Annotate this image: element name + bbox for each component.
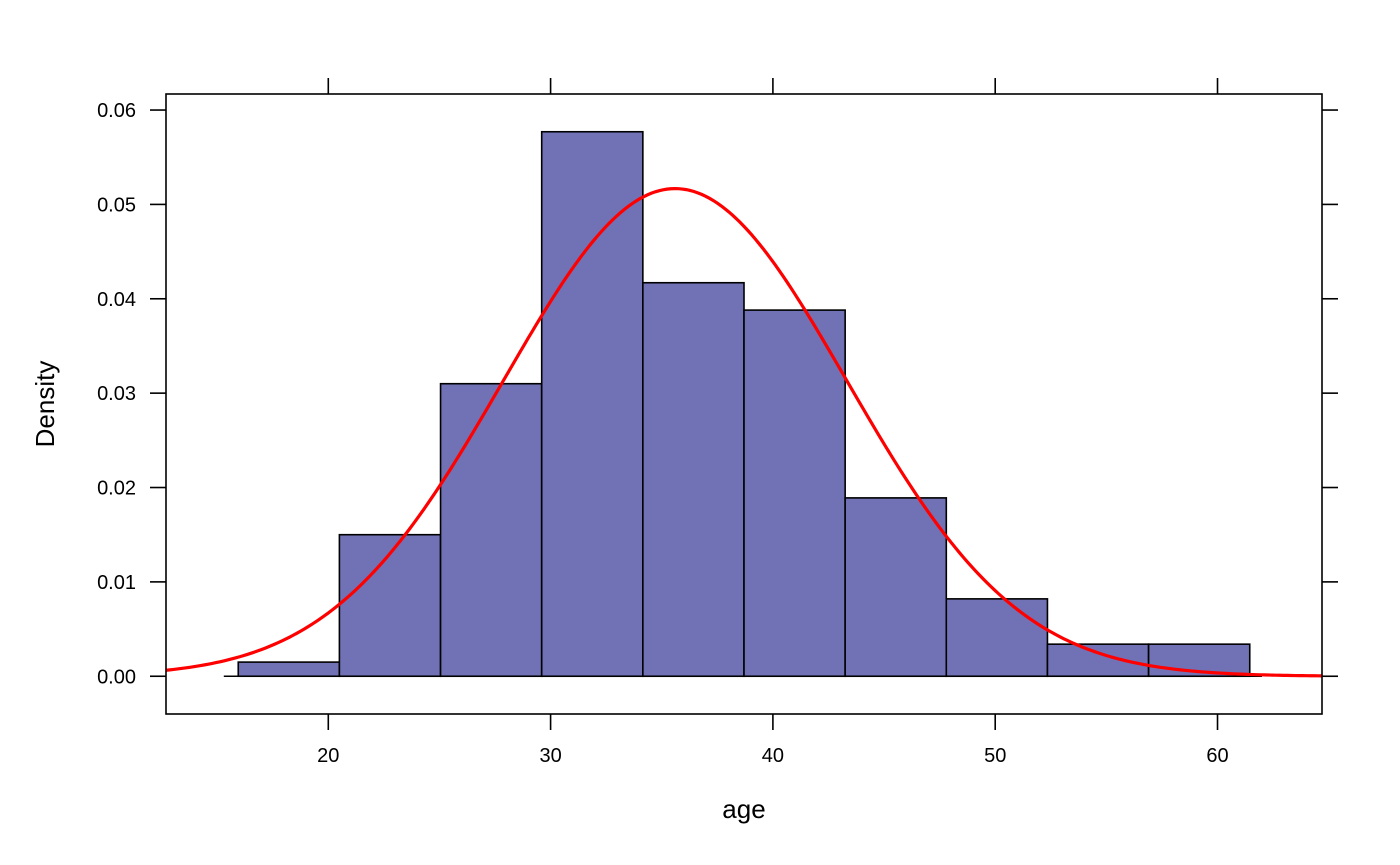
x-tick-label-30: 30 [539, 745, 561, 767]
histogram-bar-2 [338, 533, 442, 678]
histogram-bar-1 [237, 661, 341, 678]
histogram-bar-3 [439, 382, 543, 678]
normal-density-curve [165, 186, 1323, 678]
x-tick-label-40: 40 [762, 745, 784, 767]
histogram-bar-5 [642, 281, 745, 678]
histogram-bar-6 [743, 309, 846, 678]
histogram-bar-9 [1046, 643, 1150, 678]
plot-frame [165, 93, 1323, 715]
y-tick-label-0: 0.00 [97, 666, 136, 688]
x-tick-label-20: 20 [317, 745, 339, 767]
x-tick-label-50: 50 [984, 745, 1006, 767]
y-tick-label-3: 0.03 [97, 383, 136, 405]
y-axis-title: Density [30, 361, 60, 448]
y-tick-label-5: 0.05 [97, 194, 136, 216]
x-tick-label-60: 60 [1206, 745, 1228, 767]
x-axis-title: age [722, 794, 765, 824]
y-tick-label-6: 0.06 [97, 100, 136, 122]
histogram-bars [237, 130, 1251, 678]
y-tick-label-4: 0.04 [97, 289, 136, 311]
y-axis-ticks: 0.00 0.01 0.02 0.03 0.04 0.05 0.06 [97, 100, 1338, 688]
histogram-bar-8 [945, 598, 1049, 678]
x-axis-ticks: 20 30 40 50 60 [317, 78, 1229, 767]
histogram-bar-4 [540, 130, 644, 678]
histogram-bar-7 [844, 497, 948, 678]
y-tick-label-2: 0.02 [97, 478, 136, 500]
y-tick-label-1: 0.01 [97, 572, 136, 594]
